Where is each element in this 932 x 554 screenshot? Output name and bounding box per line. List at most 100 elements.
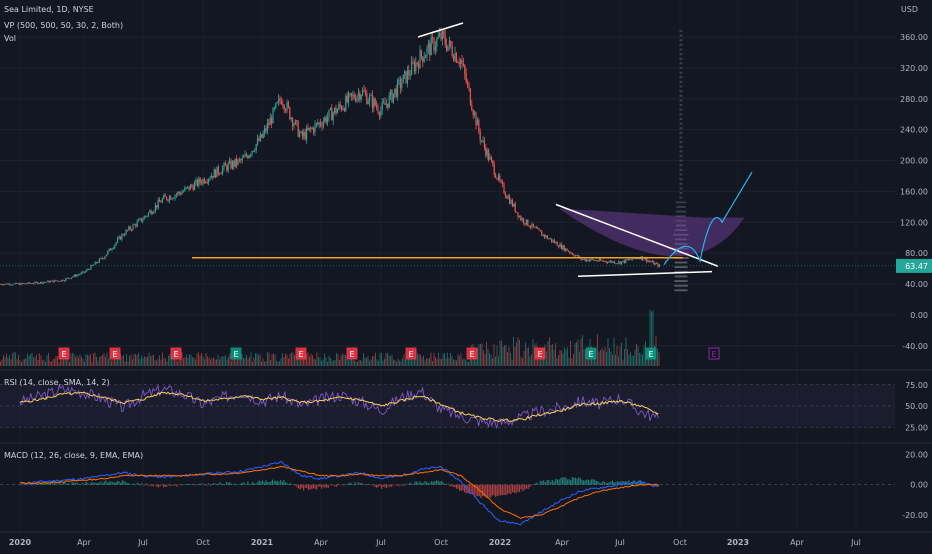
price-candle-body [457, 62, 459, 64]
volume-profile-row [679, 145, 683, 148]
last-price-value: 63.47 [905, 262, 928, 271]
volume-profile-row [679, 127, 683, 130]
macd-histogram-bar [600, 482, 602, 485]
volume-bar [25, 357, 27, 366]
price-candle-body [409, 74, 411, 76]
macd-histogram-bar [337, 483, 339, 485]
price-candle-body [356, 96, 358, 102]
price-candle-body [510, 200, 512, 204]
price-candle-body [150, 210, 152, 215]
price-candle-body [79, 274, 81, 275]
price-candle-body [10, 284, 12, 286]
macd-histogram-bar [512, 484, 514, 493]
price-candle-body [350, 93, 352, 96]
volume-bar [453, 359, 454, 366]
price-candle-body [530, 226, 532, 228]
macd-histogram-bar [189, 483, 191, 485]
earnings-marker-label: E [233, 350, 238, 359]
volume-bar [519, 339, 520, 366]
price-candle-body [650, 261, 652, 263]
volume-bar [499, 340, 501, 366]
volume-bar [522, 358, 523, 366]
price-candle-body [404, 71, 406, 75]
price-candle-body [451, 46, 453, 57]
volume-bar [345, 354, 346, 366]
volume-profile-row [674, 289, 688, 292]
price-candle-body [12, 284, 14, 286]
macd-histogram-bar [248, 483, 251, 485]
volume-bar [39, 353, 40, 366]
price-candle-body [472, 110, 474, 115]
macd-histogram-bar [229, 482, 231, 485]
volume-bar [465, 359, 466, 366]
macd-histogram-bar [364, 484, 366, 485]
volume-profile-row [679, 192, 683, 194]
volume-bar [244, 357, 246, 366]
volume-bar [502, 346, 504, 366]
macd-histogram-bar [336, 484, 338, 487]
vp-indicator-label[interactable]: VP (500, 500, 50, 30, 2, Both) [4, 21, 124, 30]
price-candle-body [468, 84, 470, 89]
volume-bar [213, 357, 214, 366]
price-candle-body [658, 264, 660, 267]
macd-histogram-bar [105, 480, 107, 485]
volume-bar [451, 355, 453, 366]
volume-bar [531, 354, 532, 366]
macd-histogram-bar [100, 481, 102, 485]
macd-histogram-bar [216, 483, 218, 485]
price-candle-body [430, 37, 432, 56]
y-tick-label: 160.00 [900, 187, 928, 196]
volume-bar [438, 352, 439, 366]
macd-histogram-bar [60, 484, 63, 485]
macd-histogram-bar [166, 484, 168, 487]
volume-bar [73, 354, 75, 366]
macd-histogram-bar [346, 483, 348, 485]
price-candle-body [339, 104, 341, 107]
price-candle-body [371, 94, 373, 108]
price-candle-body [434, 46, 436, 51]
price-candle-body [118, 236, 120, 239]
volume-bar [264, 361, 265, 366]
volume-profile-row [675, 201, 687, 204]
earnings-marker-label: E [588, 350, 593, 359]
price-candle-body [341, 106, 343, 110]
volume-bar [543, 357, 544, 366]
macd-histogram-bar [344, 484, 346, 486]
volume-bar [340, 355, 342, 366]
macd-histogram-bar [159, 484, 161, 487]
macd-histogram-bar [626, 481, 628, 485]
macd-histogram-bar [457, 484, 459, 489]
volume-bar [241, 354, 243, 366]
rsi-indicator-label[interactable]: RSI (14, close, SMA, 14, 2) [4, 378, 110, 387]
macd-histogram-bar [207, 483, 210, 485]
price-candle-body [173, 198, 175, 200]
symbol-title[interactable]: Sea Limited, 1D, NYSE [4, 5, 94, 14]
price-candle-body [488, 150, 490, 160]
macd-histogram-bar [242, 482, 244, 485]
macd-y-tick: -20.00 [902, 511, 928, 520]
macd-histogram-bar [525, 484, 528, 489]
macd-histogram-bar [133, 483, 135, 485]
macd-histogram-bar [176, 484, 178, 487]
macd-histogram-bar [537, 484, 540, 485]
price-candle-body [140, 218, 142, 222]
volume-bar [223, 356, 225, 366]
price-candle-body [590, 258, 592, 261]
price-candle-body [422, 56, 424, 62]
price-candle-body [621, 261, 623, 265]
macd-histogram-bar [515, 484, 517, 494]
volume-bar [85, 354, 87, 366]
volume-indicator-label[interactable]: Vol [4, 34, 16, 43]
macd-histogram-bar [599, 482, 601, 485]
macd-histogram-bar [527, 484, 529, 489]
macd-histogram-bar [90, 482, 92, 485]
price-candle-body [535, 227, 537, 229]
macd-indicator-label[interactable]: MACD (12, 26, close, 9, EMA, EMA) [4, 451, 144, 460]
price-candle-body [255, 144, 257, 151]
volume-bar [652, 310, 654, 366]
price-candle-body [213, 169, 215, 178]
price-candle-body [551, 238, 553, 242]
volume-bar [193, 357, 195, 366]
macd-histogram-bar [263, 482, 265, 485]
